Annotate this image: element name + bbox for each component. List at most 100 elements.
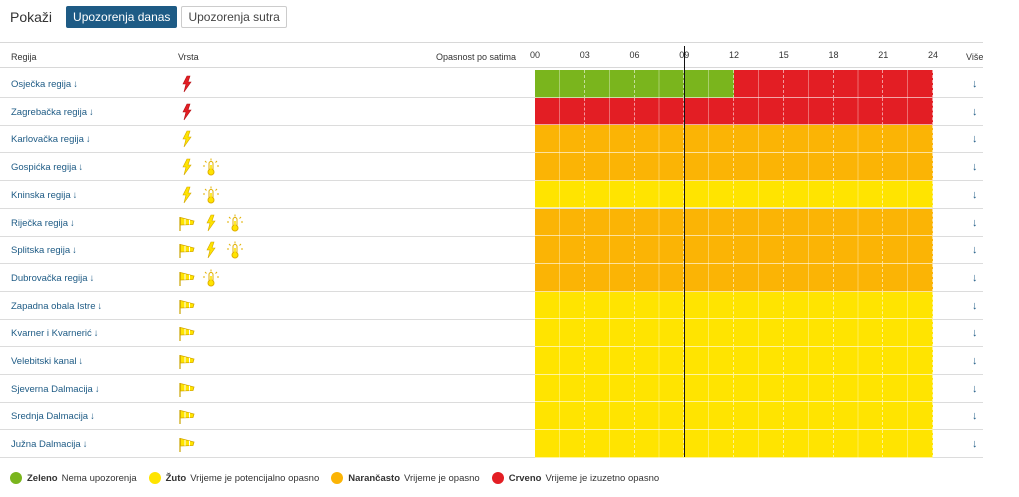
more-arrow-icon[interactable]: ↓	[972, 105, 978, 118]
region-link[interactable]: Južna Dalmacija ↓	[11, 439, 87, 450]
more-arrow-icon[interactable]: ↓	[972, 410, 978, 423]
danger-cell-orange	[833, 153, 884, 181]
wind-flag-icon	[178, 269, 196, 287]
danger-cell-yellow	[535, 430, 585, 458]
region-link[interactable]: Dubrovačka regija ↓	[11, 273, 94, 284]
danger-cell-yellow	[584, 347, 635, 375]
region-link[interactable]: Gospićka regija ↓	[11, 162, 83, 173]
danger-cell-orange	[883, 125, 933, 154]
more-arrow-icon[interactable]: ↓	[972, 133, 978, 146]
danger-timeline-grid	[535, 70, 933, 458]
legend-title: Zeleno	[27, 472, 58, 484]
arrow-down-icon: ↓	[78, 356, 84, 367]
danger-cell-yellow	[783, 347, 834, 375]
more-arrow-icon[interactable]: ↓	[972, 271, 978, 284]
heat-thermometer-icon	[202, 186, 220, 204]
region-link[interactable]: Srednja Dalmacija ↓	[11, 411, 95, 422]
region-link[interactable]: Zapadna obala Istre ↓	[11, 301, 102, 312]
region-link[interactable]: Kvarner i Kvarnerić ↓	[11, 328, 99, 339]
more-arrow-icon[interactable]: ↓	[972, 438, 978, 451]
danger-cell-yellow	[584, 291, 635, 320]
region-link[interactable]: Kninska regija ↓	[11, 190, 77, 201]
region-name: Zagrebačka regija	[11, 106, 88, 118]
more-arrow-icon[interactable]: ↓	[972, 355, 978, 367]
more-arrow-icon[interactable]: ↓	[972, 382, 978, 395]
danger-cell-orange	[833, 125, 884, 154]
more-arrow-icon[interactable]: ↓	[972, 78, 978, 90]
legend-title: Narančasto	[348, 472, 400, 484]
danger-cell-orange	[684, 236, 734, 264]
warning-type-icons	[178, 324, 202, 342]
region-link[interactable]: Zagrebačka regija ↓	[11, 107, 94, 118]
danger-cell-yellow	[833, 347, 884, 375]
more-arrow-icon[interactable]: ↓	[972, 216, 978, 229]
region-link[interactable]: Karlovačka regija ↓	[11, 134, 91, 145]
danger-cell-orange	[584, 236, 635, 264]
lightning-icon	[178, 130, 196, 148]
danger-cell-yellow	[783, 430, 834, 458]
tab-warnings-tomorrow[interactable]: Upozorenja sutra	[181, 6, 287, 28]
more-arrow-icon[interactable]: ↓	[972, 188, 978, 201]
danger-cell-yellow	[833, 180, 884, 209]
region-name: Velebitski kanal	[11, 356, 77, 367]
danger-cell-orange	[734, 263, 784, 292]
danger-cell-yellow	[734, 430, 784, 458]
legend-text: Vrijeme je opasno	[404, 472, 480, 484]
danger-cell-red	[783, 97, 834, 126]
hour-tick-label: 21	[878, 50, 889, 60]
danger-cell-yellow	[883, 347, 933, 375]
region-link[interactable]: Splitska regija ↓	[11, 245, 77, 256]
danger-cell-yellow	[634, 402, 685, 431]
danger-cell-orange	[684, 208, 734, 237]
danger-cell-yellow	[734, 374, 784, 403]
more-arrow-icon[interactable]: ↓	[972, 327, 978, 340]
more-arrow-icon[interactable]: ↓	[972, 161, 978, 174]
warning-type-icons	[178, 269, 226, 287]
hour-tick-label: 24	[927, 50, 939, 60]
danger-cell-orange	[634, 208, 685, 237]
column-header-danger: Opasnost po satima	[436, 52, 517, 62]
danger-cell-orange	[883, 208, 933, 237]
region-link[interactable]: Riječka regija ↓	[11, 218, 75, 229]
warning-type-icons	[178, 75, 202, 93]
more-arrow-icon[interactable]: ↓	[972, 299, 978, 312]
region-name: Dubrovačka regija	[11, 272, 88, 284]
lightning-icon	[178, 158, 196, 176]
danger-cell-yellow	[734, 180, 784, 209]
warning-type-icons	[178, 158, 226, 176]
danger-cell-orange	[634, 125, 685, 154]
region-name: Osječka regija	[11, 79, 72, 90]
wind-flag-icon	[178, 297, 196, 315]
region-row: Karlovačka regija ↓ ↓	[0, 125, 983, 154]
warning-type-icons	[178, 407, 202, 425]
region-row: Riječka regija ↓ ↓	[0, 209, 983, 237]
region-link[interactable]: Osječka regija ↓	[11, 79, 78, 90]
danger-cell-yellow	[833, 430, 884, 458]
danger-cell-red	[535, 97, 585, 126]
danger-cell-orange	[535, 263, 585, 292]
arrow-down-icon: ↓	[72, 189, 78, 201]
wind-flag-icon	[178, 407, 196, 425]
region-row: Velebitski kanal ↓ ↓	[0, 347, 983, 375]
danger-cell-red	[883, 97, 933, 126]
danger-cell-yellow	[734, 347, 784, 375]
danger-cell-yellow	[883, 319, 933, 347]
warning-type-icons	[178, 214, 250, 232]
region-link[interactable]: Sjeverna Dalmacija ↓	[11, 384, 100, 395]
danger-cell-yellow	[833, 374, 884, 403]
danger-cell-orange	[584, 153, 635, 181]
danger-cell-yellow	[634, 430, 685, 458]
danger-cell-orange	[734, 153, 784, 181]
danger-cell-orange	[833, 208, 884, 237]
more-arrow-icon[interactable]: ↓	[972, 244, 978, 257]
danger-cell-red	[783, 70, 834, 98]
danger-cell-yellow	[684, 180, 734, 209]
danger-cell-yellow	[783, 374, 834, 403]
lightning-icon	[202, 241, 220, 259]
danger-cell-orange	[584, 125, 635, 154]
danger-cell-green	[584, 70, 635, 98]
tab-warnings-today[interactable]: Upozorenja danas	[66, 6, 178, 28]
region-name: Riječka regija	[11, 217, 69, 229]
danger-cell-green	[535, 70, 585, 98]
region-link[interactable]: Velebitski kanal ↓	[11, 356, 83, 367]
